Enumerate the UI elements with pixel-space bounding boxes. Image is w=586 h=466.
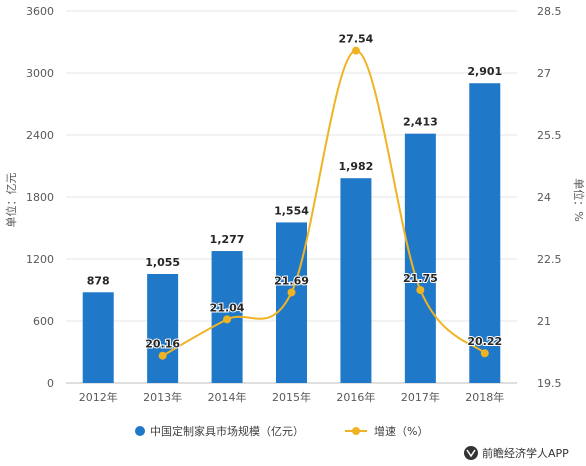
legend-bar-marker: [135, 426, 145, 436]
bar-value-label: 1,277: [210, 233, 245, 246]
bar-value-label: 1,055: [145, 256, 180, 269]
line-value-label: 21.04: [210, 301, 245, 314]
line-series: [158, 46, 489, 360]
right-axis-title: 单位：%: [572, 178, 586, 221]
line-value-label: 20.22: [467, 335, 502, 348]
bar-data-labels: 878 1,055 1,277 1,554 1,982 2,413 2,901: [87, 65, 502, 287]
line-point: [351, 46, 360, 55]
bar-value-label: 1,982: [339, 160, 374, 173]
bar: [469, 83, 501, 383]
left-tick-label: 2400: [26, 129, 54, 142]
left-tick-label: 3000: [26, 67, 54, 80]
legend-bar-label: 中国定制家具市场规模（亿元）: [150, 424, 304, 438]
bar-value-label: 2,413: [403, 116, 438, 129]
line-value-label: 27.54: [339, 33, 374, 46]
line-value-label: 21.75: [403, 272, 438, 285]
x-tick-label: 2012年: [79, 390, 118, 404]
bar-value-label: 2,901: [467, 65, 502, 78]
line-point: [158, 351, 167, 360]
right-tick-label: 28.5: [537, 5, 562, 18]
right-tick-label: 24: [537, 191, 551, 204]
bar-value-label: 1,554: [274, 204, 309, 217]
line-point: [287, 288, 296, 297]
legend-line-marker: [352, 427, 360, 435]
source-text: 前瞻经济学人APP: [482, 446, 569, 460]
x-tick-label: 2013年: [143, 390, 182, 404]
left-tick-label: 1200: [26, 253, 54, 266]
x-axis-ticks: 2012年 2013年 2014年 2015年 2016年 2017年 2018年: [79, 390, 505, 404]
legend: 中国定制家具市场规模（亿元） 增速（%）: [135, 424, 428, 438]
right-tick-label: 27: [537, 67, 551, 80]
line-point: [416, 286, 425, 294]
x-tick-label: 2015年: [272, 390, 311, 404]
left-axis-title: 单位：亿元: [4, 173, 18, 228]
right-tick-label: 19.5: [537, 377, 562, 390]
bar-series: [82, 83, 501, 383]
line-point: [223, 315, 232, 324]
x-tick-label: 2016年: [336, 390, 375, 404]
bar: [340, 178, 372, 383]
bar: [147, 273, 179, 383]
right-tick-label: 25.5: [537, 129, 562, 142]
bar: [276, 222, 307, 383]
bar: [82, 292, 114, 383]
line-point: [480, 349, 489, 358]
legend-line-label: 增速（%）: [374, 424, 428, 438]
left-tick-label: 1800: [26, 191, 54, 204]
x-tick-label: 2018年: [465, 390, 504, 404]
left-axis-ticks: 0 600 1200 1800 2400 3000 3600: [26, 5, 54, 390]
right-axis-ticks: 19.5 21 22.5 24 25.5 27 28.5: [537, 5, 562, 390]
bar-value-label: 878: [87, 274, 110, 287]
left-tick-label: 0: [47, 377, 54, 390]
x-tick-label: 2017年: [401, 390, 440, 404]
source-credit: 前瞻经济学人APP: [464, 446, 569, 460]
right-tick-label: 22.5: [537, 253, 562, 266]
x-tick-label: 2014年: [208, 390, 247, 404]
line-value-label: 20.16: [145, 338, 180, 351]
left-tick-label: 3600: [26, 5, 54, 18]
qianzhan-logo-icon: [464, 446, 478, 460]
left-tick-label: 600: [33, 315, 54, 328]
line-value-label: 21.69: [274, 274, 309, 287]
right-tick-label: 21: [537, 315, 551, 328]
line-data-labels: 20.16 21.04 21.69 27.54 21.75 20.22: [144, 32, 503, 352]
